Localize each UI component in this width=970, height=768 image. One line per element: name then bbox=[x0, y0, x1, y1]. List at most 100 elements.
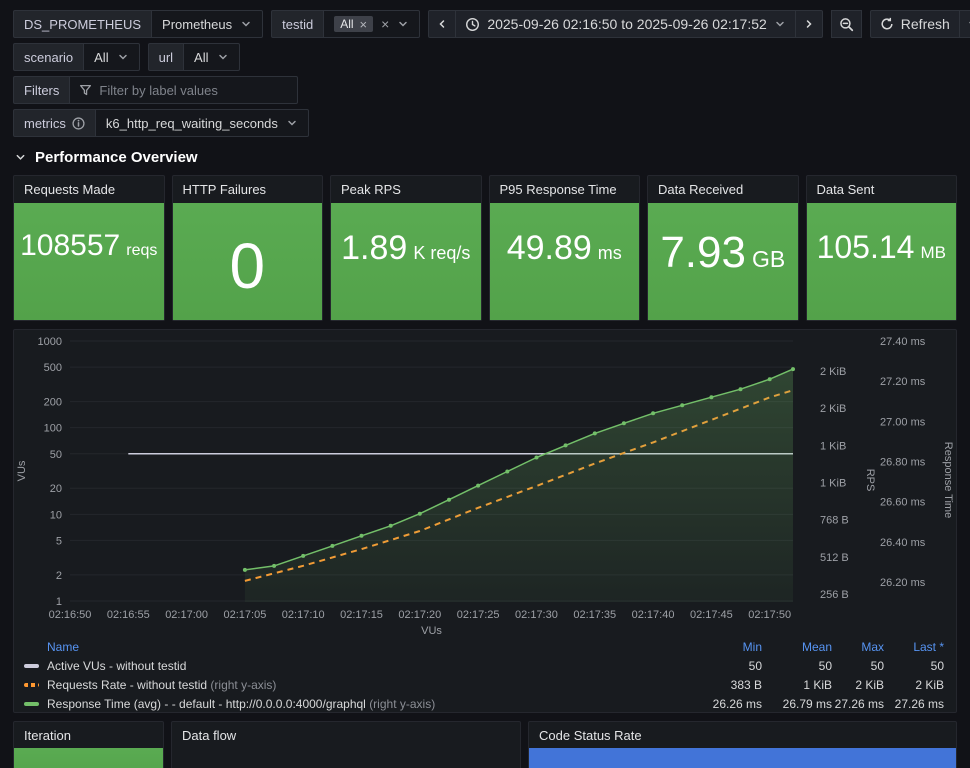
y-axis-tick-label: 500 bbox=[44, 362, 62, 374]
stat-unit: ms bbox=[597, 243, 622, 263]
legend-column-last[interactable]: Last * bbox=[913, 639, 944, 654]
y-axis-tick-label: 50 bbox=[50, 449, 62, 461]
panel-body bbox=[172, 748, 520, 768]
datasource-select[interactable]: Prometheus bbox=[151, 10, 264, 38]
panel-title[interactable]: Iteration bbox=[24, 727, 71, 743]
toolbar-row-variables: scenario All url All bbox=[13, 43, 957, 71]
y-axis-tick-label: 100 bbox=[44, 423, 62, 435]
stats-row: Requests Made 108557 reqs HTTP Failures … bbox=[13, 175, 957, 321]
section-performance-overview[interactable]: Performance Overview bbox=[15, 149, 957, 166]
stat-panel-peak-rps: Peak RPS 1.89 K req/s bbox=[330, 175, 482, 321]
stat-body: 49.89 ms bbox=[489, 203, 639, 320]
rps-axis-tick-label: 2 KiB bbox=[820, 366, 846, 378]
clear-all-icon[interactable]: × bbox=[381, 16, 390, 32]
refresh-interval-button[interactable] bbox=[959, 10, 970, 38]
section-title: Performance Overview bbox=[35, 149, 198, 166]
scenario-value: All bbox=[94, 49, 109, 65]
chevron-down-icon bbox=[240, 18, 252, 30]
legend-column-max[interactable]: Max bbox=[861, 639, 884, 654]
zoom-out-icon bbox=[839, 17, 854, 32]
x-axis-tick-label: 02:17:10 bbox=[282, 609, 325, 621]
legend-column-min[interactable]: Min bbox=[742, 639, 762, 654]
panel-code-status-rate: Code Status Rate bbox=[528, 721, 957, 768]
stat-value: 7.93 bbox=[660, 228, 746, 277]
stat-value: 108557 bbox=[20, 229, 121, 262]
stat-value: 49.89 bbox=[506, 229, 592, 267]
series-name[interactable]: Response Time (avg) - - default - http:/… bbox=[47, 696, 436, 711]
series-point bbox=[563, 443, 568, 448]
legend-row: Response Time (avg) - - default - http:/… bbox=[24, 694, 944, 712]
series-point bbox=[242, 567, 247, 572]
datasource-picker: DS_PROMETHEUS Prometheus bbox=[13, 10, 264, 38]
series-marker-icon bbox=[24, 682, 39, 687]
bottom-row: Iteration Data flow Code Status Rate bbox=[13, 721, 957, 768]
stat-panel-data-received: Data Received 7.93 GB bbox=[647, 175, 799, 321]
panel-title[interactable]: Code Status Rate bbox=[539, 727, 642, 743]
y-axis-tick-label: 1000 bbox=[38, 336, 62, 348]
remove-tag-icon[interactable]: × bbox=[359, 16, 368, 32]
toolbar-row-metrics: metrics k6_http_req_waiting_seconds bbox=[13, 109, 957, 137]
panel-title[interactable]: Data Received bbox=[658, 182, 744, 197]
zoom-out-button[interactable] bbox=[830, 10, 862, 38]
tag-label: All bbox=[340, 17, 354, 31]
legend-column-mean[interactable]: Mean bbox=[801, 639, 832, 654]
rt-axis-tick-label: 27.00 ms bbox=[880, 416, 926, 428]
panel-title[interactable]: Data flow bbox=[182, 727, 237, 743]
stat-body bbox=[14, 748, 163, 768]
rps-axis-tick-label: 768 B bbox=[820, 515, 849, 527]
stat-body: 1.89 K req/s bbox=[331, 203, 481, 320]
legend-value: 2 KiB bbox=[915, 677, 944, 692]
testid-tag-all[interactable]: All × bbox=[334, 16, 374, 32]
url-picker: url All bbox=[147, 43, 240, 71]
time-range-button[interactable]: 2025-09-26 02:16:50 to 2025-09-26 02:17:… bbox=[456, 10, 796, 38]
left-axis-label: VUs bbox=[16, 460, 28, 481]
series-marker-icon bbox=[24, 701, 39, 706]
chevron-down-icon bbox=[286, 117, 298, 129]
x-axis-tick-label: 02:17:45 bbox=[690, 609, 733, 621]
time-forward-button[interactable] bbox=[795, 10, 823, 38]
panel-title[interactable]: Data Sent bbox=[816, 182, 875, 197]
refresh-button[interactable]: Refresh bbox=[869, 10, 960, 38]
x-axis-tick-label: 02:16:50 bbox=[49, 609, 92, 621]
info-icon[interactable] bbox=[72, 116, 85, 130]
rt-axis-label: Response Time bbox=[942, 442, 954, 518]
refresh-group: Refresh bbox=[869, 10, 970, 38]
series-point bbox=[359, 533, 364, 538]
chevron-right-icon bbox=[803, 18, 815, 30]
series-name[interactable]: Active VUs - without testid bbox=[47, 658, 187, 673]
series-point bbox=[592, 431, 597, 436]
series-name[interactable]: Requests Rate - without testid (right y-… bbox=[47, 677, 277, 692]
filters-input[interactable] bbox=[99, 82, 289, 98]
stat-unit: K req/s bbox=[413, 243, 471, 263]
stat-value: 1.89 bbox=[341, 229, 408, 267]
panel-title[interactable]: Peak RPS bbox=[341, 182, 401, 197]
testid-select[interactable]: All × × bbox=[323, 10, 421, 38]
panel-title[interactable]: Requests Made bbox=[24, 182, 116, 197]
series-point bbox=[709, 395, 714, 400]
axis-note: (right y-axis) bbox=[210, 677, 277, 692]
x-axis-tick-label: 02:17:20 bbox=[398, 609, 441, 621]
series-marker-icon bbox=[24, 663, 39, 668]
panel-title[interactable]: HTTP Failures bbox=[182, 182, 267, 197]
chevron-down-icon bbox=[397, 18, 409, 30]
series-point bbox=[680, 403, 685, 408]
metrics-picker: metrics k6_http_req_waiting_seconds bbox=[13, 109, 309, 137]
panel-title[interactable]: P95 Response Time bbox=[499, 182, 617, 197]
series-point bbox=[388, 523, 393, 528]
y-axis-tick-label: 10 bbox=[50, 509, 62, 521]
legend-column-name[interactable]: Name bbox=[47, 639, 80, 654]
timeseries-chart[interactable]: 1 2 5 10 20 50 100 200 500 1000 2 KiB 2 KiB 1 KiB 1 K… bbox=[14, 330, 956, 636]
time-back-button[interactable] bbox=[428, 10, 457, 38]
testid-label: testid bbox=[271, 10, 324, 38]
bar-gauge bbox=[529, 748, 956, 768]
toolbar-row-top: DS_PROMETHEUS Prometheus testid All × × bbox=[13, 10, 970, 38]
rps-axis-tick-label: 256 B bbox=[820, 589, 849, 601]
filters-label: Filters bbox=[13, 76, 70, 104]
scenario-select[interactable]: All bbox=[83, 43, 140, 71]
rt-axis-tick-label: 26.80 ms bbox=[880, 457, 926, 469]
metrics-select[interactable]: k6_http_req_waiting_seconds bbox=[94, 109, 309, 137]
legend-rows: Active VUs - without testid 50 50 50 50 Reque… bbox=[24, 656, 944, 712]
url-select[interactable]: All bbox=[183, 43, 240, 71]
time-controls: 2025-09-26 02:16:50 to 2025-09-26 02:17:… bbox=[428, 10, 970, 38]
